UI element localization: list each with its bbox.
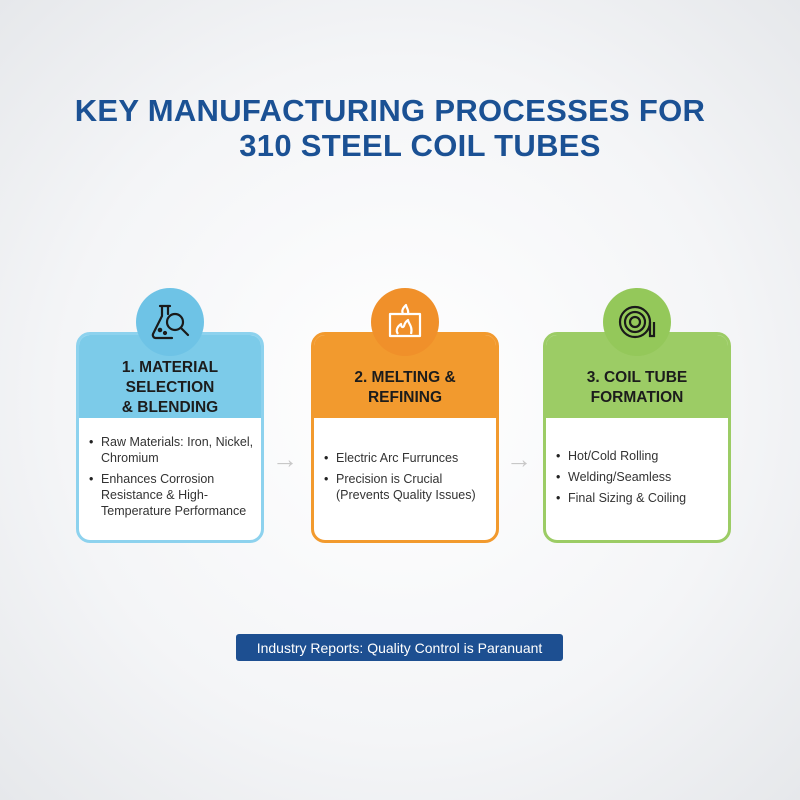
step-title: 1. MATERIAL SELECTION bbox=[121, 358, 219, 396]
step-card-material-selection: 1. MATERIAL SELECTION & BLENDING Raw Mate… bbox=[76, 288, 264, 543]
step-title: & BLENDING bbox=[121, 398, 219, 416]
flask-magnifier-icon bbox=[136, 288, 204, 356]
bullet-item: Raw Materials: Iron, Nickel, Chromium bbox=[89, 434, 255, 466]
arrow-right-icon: → bbox=[506, 444, 532, 474]
step-title: REFINING bbox=[367, 388, 443, 406]
bullet-item: Electric Arc Furrunces bbox=[324, 450, 490, 466]
title-line-1: KEY MANUFACTURING PROCESSES FOR bbox=[74, 93, 706, 128]
bullet-item: Precision is Crucial (Prevents Quality I… bbox=[324, 471, 490, 503]
step-title: 2. MELTING & bbox=[354, 368, 456, 386]
bullet-item: Final Sizing & Coiling bbox=[556, 490, 722, 506]
arrow-right-icon: → bbox=[272, 444, 298, 474]
step-card-coil-tube-formation: 3. COIL TUBE FORMATION Hot/Cold Rolling W… bbox=[543, 288, 731, 543]
coil-spiral-icon bbox=[603, 288, 671, 356]
step-title: FORMATION bbox=[590, 388, 684, 406]
title-line-2: 310 STEEL COIL TUBES bbox=[239, 128, 601, 163]
footer-badge: Industry Reports: Quality Control is Par… bbox=[236, 634, 563, 661]
furnace-fire-icon bbox=[371, 288, 439, 356]
bullet-item: Hot/Cold Rolling bbox=[556, 448, 722, 464]
step-title: 3. COIL TUBE bbox=[586, 368, 688, 386]
bullet-item: Enhances Corrosion Resistance & High-Tem… bbox=[89, 471, 255, 519]
step-card-melting-refining: 2. MELTING & REFINING Electric Arc Furrun… bbox=[311, 288, 499, 543]
bullet-item: Welding/Seamless bbox=[556, 469, 722, 485]
